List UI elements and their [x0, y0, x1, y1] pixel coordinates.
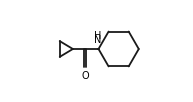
- Text: N: N: [94, 35, 102, 45]
- Text: H: H: [94, 31, 102, 41]
- Text: O: O: [81, 71, 89, 81]
